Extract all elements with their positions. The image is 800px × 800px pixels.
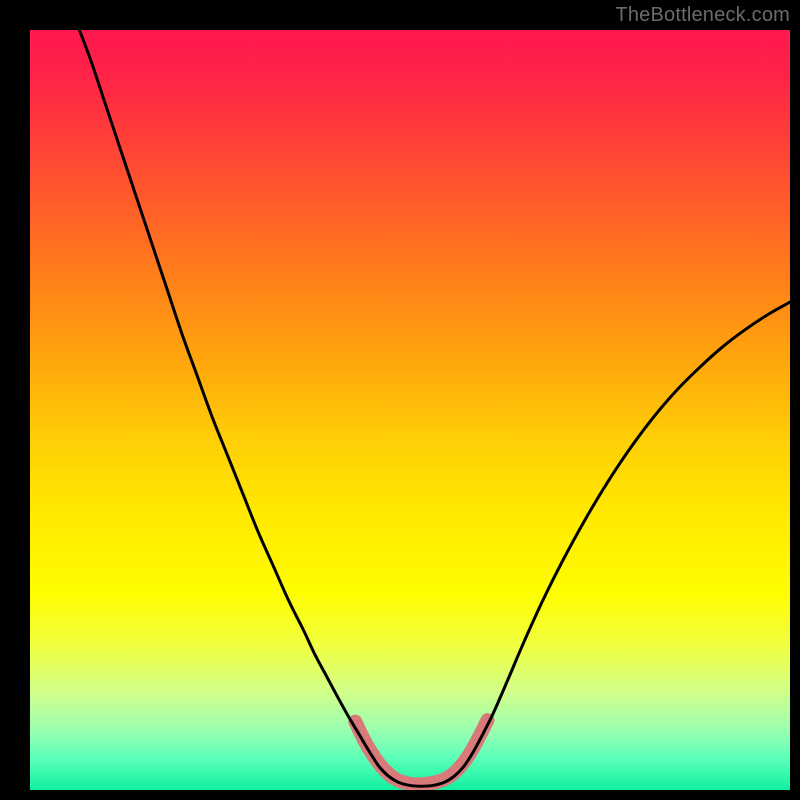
watermark-text: TheBottleneck.com xyxy=(615,4,790,27)
bottleneck-main-curve xyxy=(79,30,790,786)
bottleneck-highlight-curve xyxy=(355,720,487,784)
figure-root: TheBottleneck.com xyxy=(0,0,800,800)
curve-overlay xyxy=(30,30,790,790)
plot-area xyxy=(30,30,790,790)
